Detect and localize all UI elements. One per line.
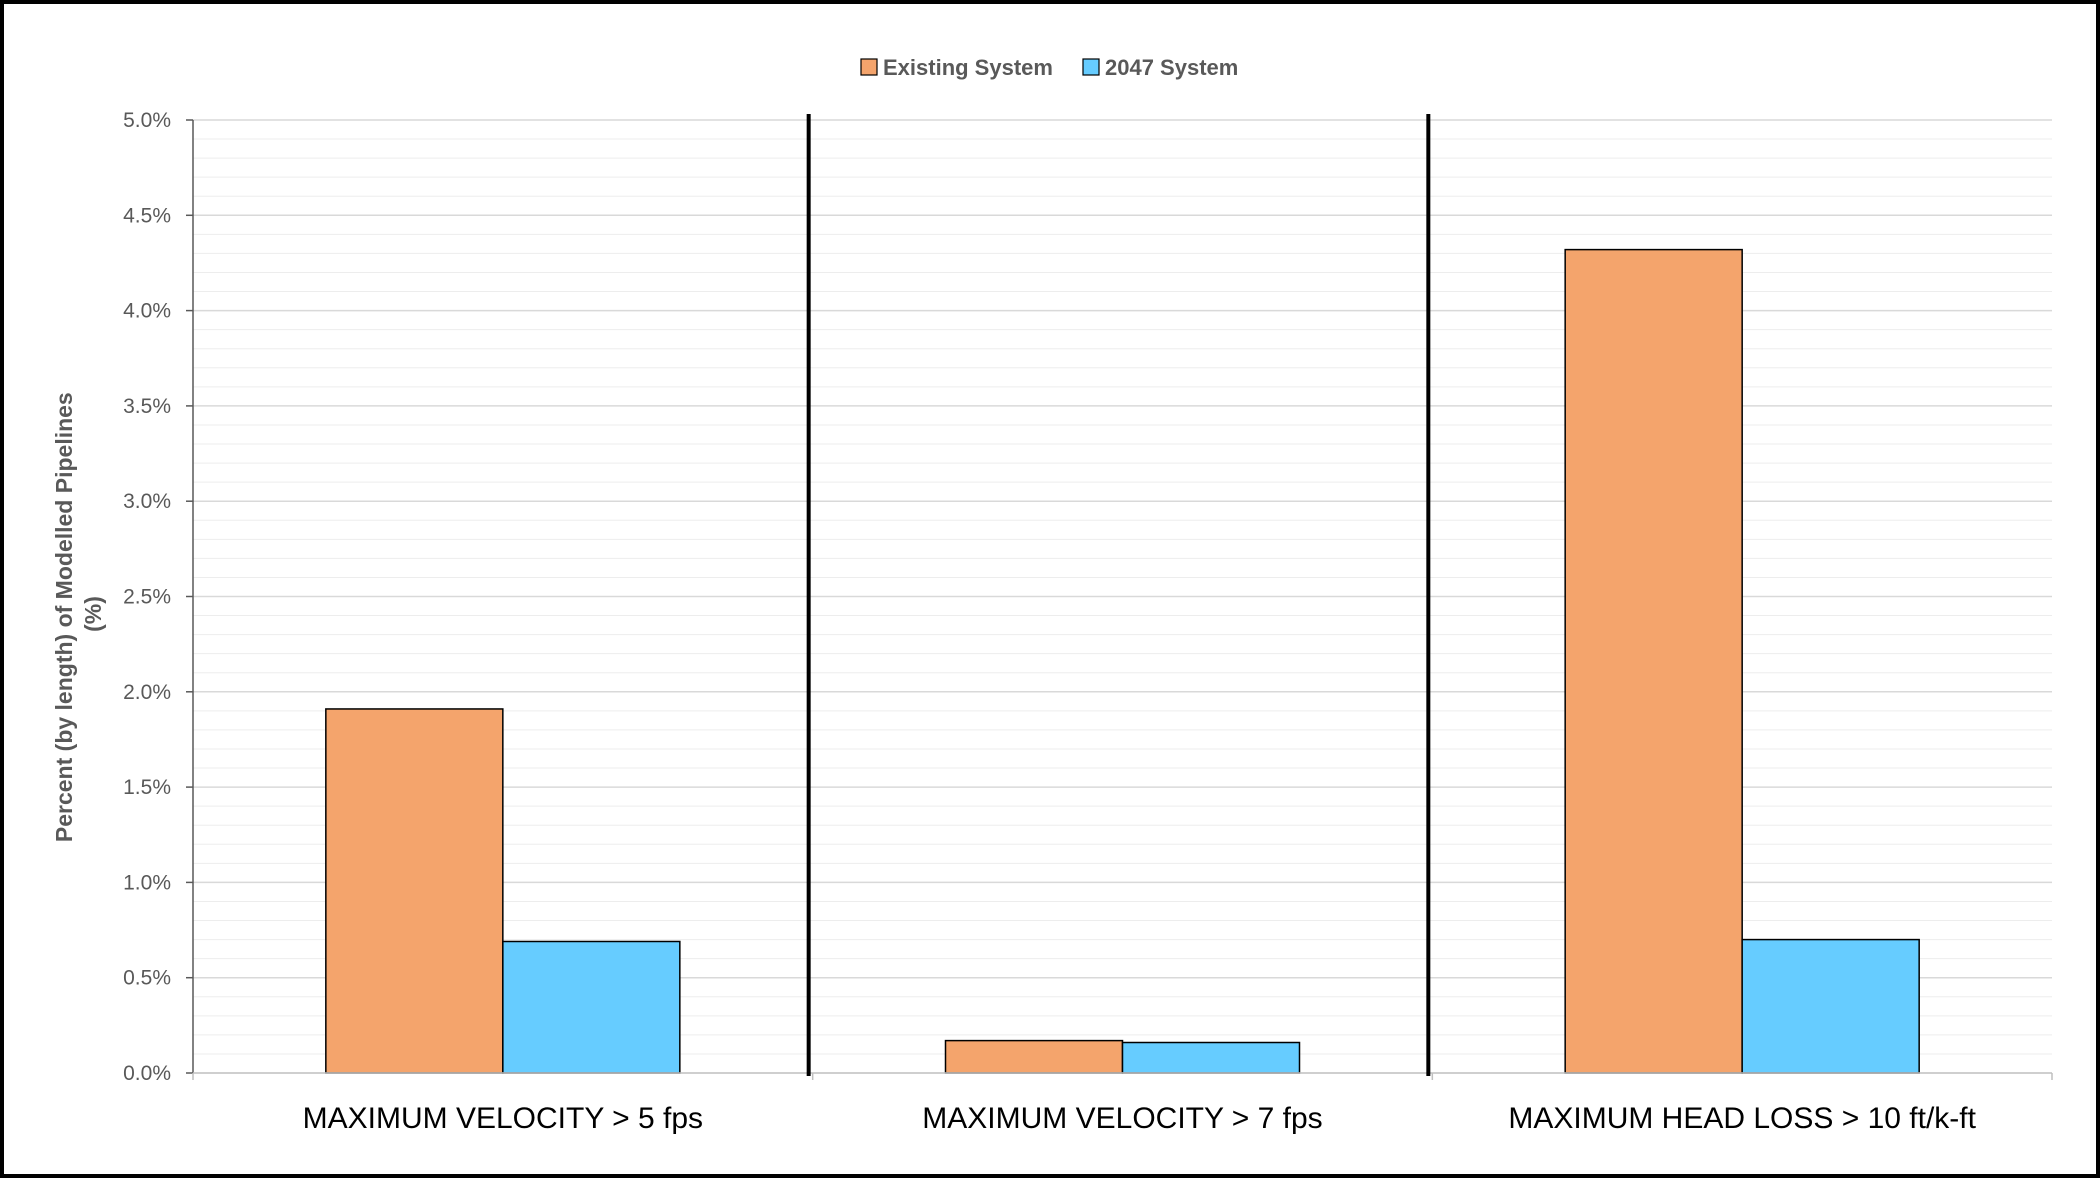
y-tick-label: 4.5% — [123, 204, 171, 227]
x-category-label: MAXIMUM VELOCITY > 5 fps — [303, 1102, 703, 1135]
y-tick-label: 1.5% — [123, 776, 171, 799]
bar-existing-system — [325, 708, 504, 1074]
y-tick-label: 0.5% — [123, 967, 171, 990]
bar-existing-system — [1564, 248, 1743, 1074]
x-category-label: MAXIMUM VELOCITY > 7 fps — [922, 1102, 1322, 1135]
bar-2047-system — [1741, 938, 1920, 1074]
x-category-label: MAXIMUM HEAD LOSS > 10 ft/k-ft — [1508, 1102, 1976, 1135]
bar-chart: 0.0% 0.5% 1.0% 1.5% 2.0% 2.5% 3.0% 3.5% 4.0% 4.5%… — [51, 55, 2053, 1135]
y-axis-label-line-1: Percent (by length) of Modelled Pipeline… — [51, 392, 77, 842]
bar-existing-system — [944, 1039, 1124, 1074]
y-tick-label: 2.0% — [123, 681, 171, 704]
y-axis-label: Percent (by length) of Modelled Pipeline… — [51, 386, 106, 842]
legend-label: Existing System — [883, 55, 1053, 80]
y-tick-label: 5.0% — [123, 109, 171, 132]
bar-2047-system — [502, 940, 681, 1074]
category-separators — [806, 114, 1431, 1076]
y-tick-label: 1.0% — [123, 871, 171, 894]
y-tick-label: 3.0% — [123, 490, 171, 513]
legend-label: 2047 System — [1105, 55, 1238, 80]
bars — [325, 248, 1920, 1074]
y-tick-label: 4.0% — [123, 300, 171, 323]
axes — [186, 119, 2053, 1080]
bar-2047-system — [1121, 1041, 1301, 1074]
y-tick-labels: 0.0% 0.5% 1.0% 1.5% 2.0% 2.5% 3.0% 3.5% 4.0% 4.5%… — [123, 109, 171, 1085]
y-tick-label: 3.5% — [123, 395, 171, 418]
legend-swatch — [1082, 58, 1100, 76]
legend: Existing System 2047 System — [860, 55, 1238, 80]
legend-swatch — [860, 58, 878, 76]
y-tick-label: 0.0% — [123, 1062, 171, 1085]
y-tick-label: 2.5% — [123, 586, 171, 609]
x-category-labels: MAXIMUM VELOCITY > 5 fps MAXIMUM VELOCITY… — [303, 1102, 1977, 1135]
y-axis-label-line-2: (%) — [80, 596, 106, 632]
